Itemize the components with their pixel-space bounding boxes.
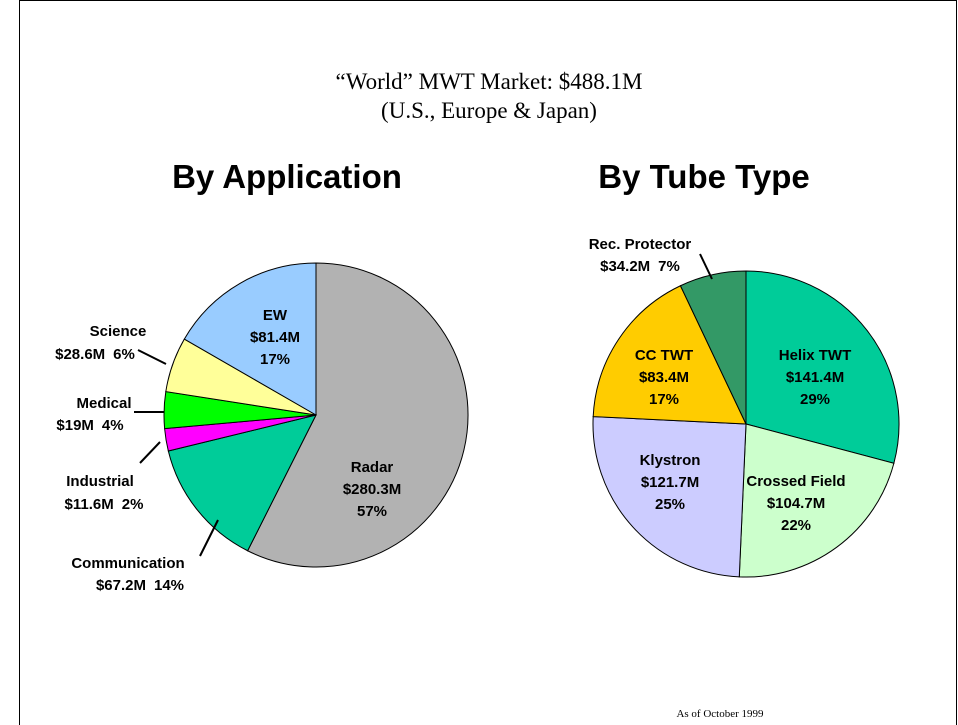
slice-label-name: Industrial bbox=[66, 473, 134, 490]
slice-label-percent: 17% bbox=[649, 391, 679, 408]
slice-label-value: $83.4M bbox=[639, 369, 689, 386]
leader-line bbox=[137, 349, 167, 365]
slice-label-name: Crossed Field bbox=[746, 473, 845, 490]
slice-label-name: Helix TWT bbox=[779, 347, 852, 364]
slice-label-value: $34.2M bbox=[600, 258, 650, 275]
leader-line bbox=[699, 253, 713, 280]
slice-label-amount: $34.2M 7% bbox=[600, 258, 680, 275]
slice-label-value: $28.6M bbox=[55, 346, 105, 363]
slice-label-value: $11.6M bbox=[65, 496, 114, 513]
pie-slice bbox=[679, 270, 747, 425]
pie-slice bbox=[592, 285, 747, 425]
slice-label-value: $141.4M bbox=[786, 369, 844, 386]
slice-label-amount: $67.2M 14% bbox=[96, 577, 184, 594]
slice-label-value: $81.4M bbox=[250, 329, 300, 346]
pie-slice bbox=[246, 262, 469, 568]
slice-label-percent: 6% bbox=[113, 346, 135, 363]
pie-slice bbox=[183, 262, 317, 416]
slice-label-amount: $11.6M 2% bbox=[65, 496, 144, 513]
slide-subtitle: (U.S., Europe & Japan) bbox=[381, 98, 597, 123]
pie-slice bbox=[167, 414, 317, 552]
leader-line bbox=[199, 519, 219, 557]
slice-label-name: Communication bbox=[71, 555, 184, 572]
pie-slice bbox=[745, 270, 900, 464]
slice-label-name: Science bbox=[90, 323, 147, 340]
slice-label-name: Radar bbox=[351, 459, 394, 476]
slice-label-percent: 57% bbox=[357, 503, 387, 520]
chart-title: By Tube Type bbox=[598, 158, 809, 195]
slice-label-percent: 29% bbox=[800, 391, 830, 408]
slice-label-percent: 7% bbox=[658, 258, 680, 275]
slice-label-name: EW bbox=[263, 307, 288, 324]
slice-label-value: $67.2M bbox=[96, 577, 146, 594]
slide-title: “World” MWT Market: $488.1M bbox=[336, 69, 643, 94]
pie-slice bbox=[738, 423, 895, 578]
slice-label-percent: 4% bbox=[102, 417, 124, 434]
footnote: As of October 1999 bbox=[676, 708, 764, 720]
pie-slice bbox=[592, 416, 747, 578]
slice-label-amount: $19M 4% bbox=[56, 417, 123, 434]
slice-label-name: Rec. Protector bbox=[589, 236, 692, 253]
slice-label-value: $104.7M bbox=[767, 495, 825, 512]
slice-label-value: $19M bbox=[56, 417, 94, 434]
slice-label-value: $280.3M bbox=[343, 481, 401, 498]
slice-label-percent: 17% bbox=[260, 351, 290, 368]
slice-label-percent: 14% bbox=[154, 577, 184, 594]
leader-line bbox=[139, 441, 161, 464]
slice-label-name: Medical bbox=[76, 395, 131, 412]
slice-label-percent: 22% bbox=[781, 517, 811, 534]
slice-label-percent: 25% bbox=[655, 496, 685, 513]
chart-title: By Application bbox=[172, 158, 402, 195]
slice-label-percent: 2% bbox=[122, 496, 144, 513]
slice-label-amount: $28.6M 6% bbox=[55, 346, 135, 363]
slice-label-name: CC TWT bbox=[635, 347, 693, 364]
slide-border bbox=[19, 0, 957, 725]
slice-label-name: Klystron bbox=[640, 452, 701, 469]
slice-label-value: $121.7M bbox=[641, 474, 699, 491]
